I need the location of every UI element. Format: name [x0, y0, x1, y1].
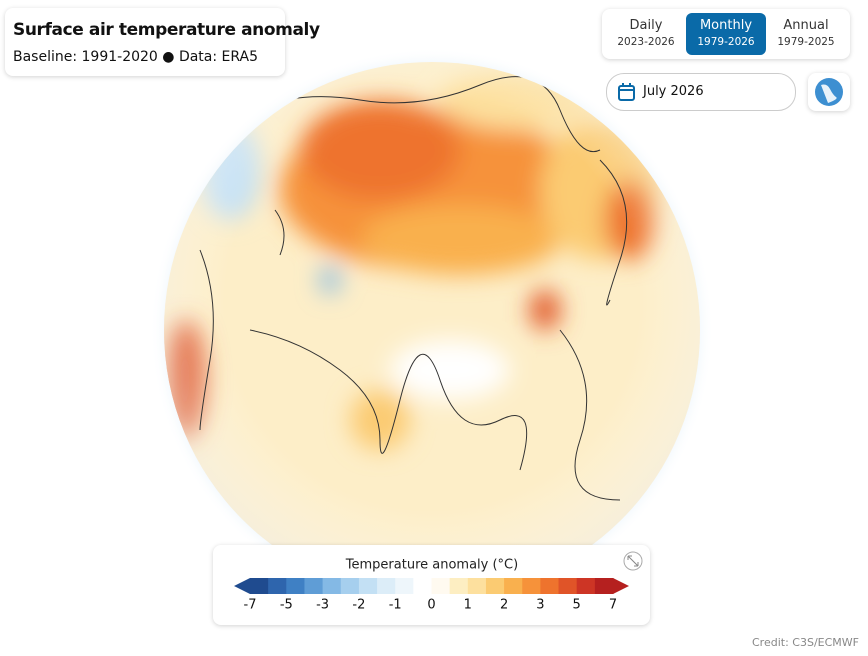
color-swatch: [485, 578, 505, 594]
tab-label: Daily: [629, 18, 663, 33]
color-swatch: [250, 578, 269, 594]
color-swatch: [558, 578, 578, 594]
arrow-low: [234, 578, 250, 594]
tab-range: 1979-2026: [697, 36, 755, 48]
color-swatch: [413, 578, 432, 594]
color-swatch: [340, 578, 360, 594]
legend: Temperature anomaly (°C) -7 -5 -3 -2 -1 0 1 2 3 5…: [213, 545, 650, 625]
subtitle: Baseline: 1991-2020 ● Data: ERA5: [13, 49, 259, 65]
period-tab[interactable]: Annual 1979-2025: [766, 13, 846, 55]
legend-tick-label: 0: [427, 598, 435, 613]
color-swatch: [358, 578, 378, 594]
legend-tick-label: -2: [352, 598, 365, 613]
projection-button[interactable]: [808, 73, 850, 111]
calendar-icon: [618, 83, 635, 101]
tab-label: Annual: [783, 18, 829, 33]
tab-label: Monthly: [699, 18, 753, 33]
date-picker[interactable]: July 2026: [606, 73, 796, 111]
legend-tick-label: -5: [280, 598, 293, 613]
color-swatch: [522, 578, 541, 594]
legend-tick-label: 5: [573, 598, 581, 613]
period-tab[interactable]: Daily 2023-2026: [606, 13, 686, 55]
color-swatch: [540, 578, 560, 594]
tab-range: 2023-2026: [617, 36, 675, 48]
color-swatch: [467, 578, 487, 594]
color-swatch: [395, 578, 414, 594]
color-swatch: [576, 578, 596, 594]
color-swatch: [449, 578, 469, 594]
tab-range: 1979-2025: [777, 36, 835, 48]
legend-tick-label: -1: [389, 598, 402, 613]
color-swatch: [431, 578, 451, 594]
legend-tick-label: 7: [609, 598, 617, 613]
legend-title: Temperature anomaly (°C): [345, 558, 518, 573]
title-card: Surface air temperature anomaly Baseline…: [5, 8, 320, 76]
arrow-high: [613, 578, 629, 594]
color-swatch: [268, 578, 287, 594]
globe-icon: [815, 78, 843, 106]
color-swatch: [377, 578, 396, 594]
date-label: July 2026: [643, 84, 704, 99]
credit: Credit: C3S/ECMWF: [752, 636, 859, 649]
legend-svg: Temperature anomaly (°C) -7 -5 -3 -2 -1 0 1 2 3 5…: [234, 551, 643, 613]
period-tab[interactable]: Monthly 1979-2026: [686, 13, 766, 55]
legend-tick-label: 3: [536, 598, 544, 613]
color-swatch: [286, 578, 305, 594]
color-swatch: [304, 578, 324, 594]
color-swatch: [594, 578, 614, 594]
legend-tick-label: -7: [244, 598, 257, 613]
expand-icon[interactable]: [623, 551, 643, 571]
color-swatch: [322, 578, 342, 594]
title: Surface air temperature anomaly: [13, 20, 320, 40]
legend-tick-label: -3: [316, 598, 329, 613]
legend-tick-label: 1: [464, 598, 472, 613]
color-swatch: [504, 578, 523, 594]
period-tabs: Daily 2023-2026 Monthly 1979-2026 Annual 1979…: [602, 9, 850, 59]
legend-tick-label: 2: [500, 598, 508, 613]
